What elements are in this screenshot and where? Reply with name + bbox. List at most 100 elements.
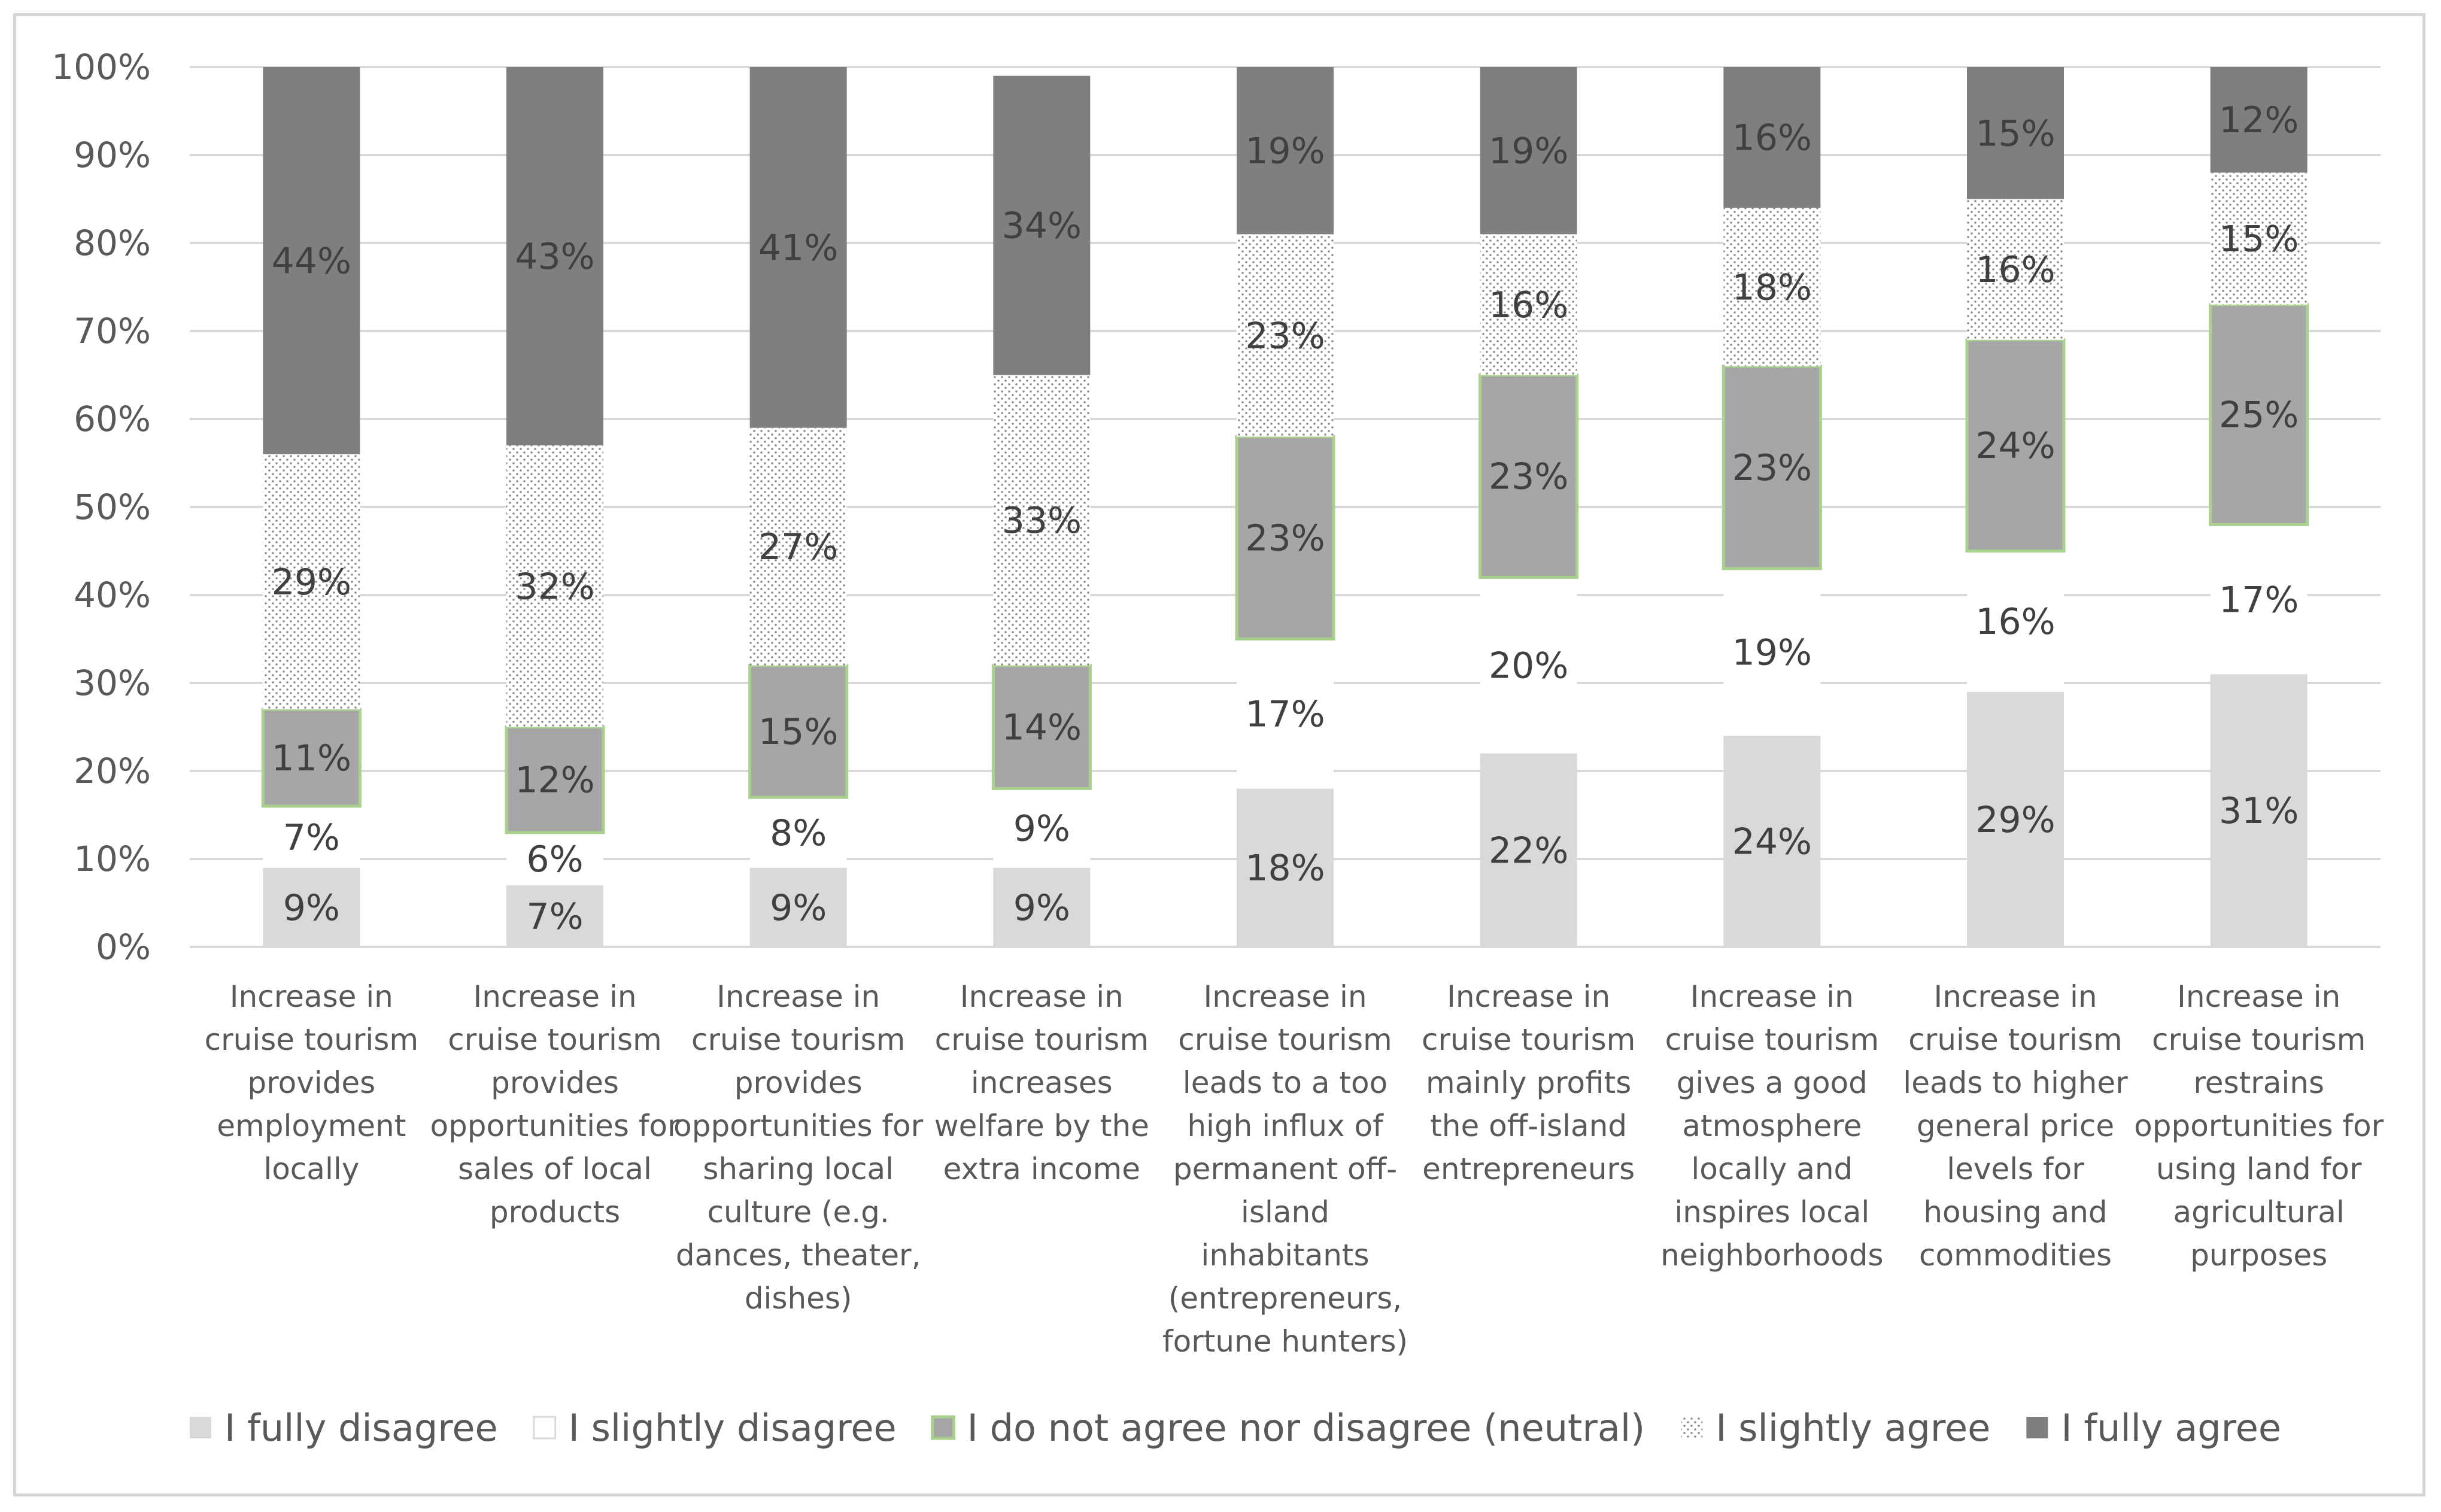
bar-segment xyxy=(749,67,847,428)
legend-item: I fully disagree xyxy=(190,1406,498,1450)
data-label: 16% xyxy=(1732,117,1812,159)
data-label: 29% xyxy=(272,561,351,603)
data-label: 23% xyxy=(1245,315,1325,357)
bar-segment xyxy=(1237,639,1334,789)
y-tick-label: 80% xyxy=(74,223,151,263)
data-label: 19% xyxy=(1732,632,1812,674)
bar-segment xyxy=(991,664,1092,790)
category-labels: Increase in cruise tourism provides employm… xyxy=(205,979,2384,1359)
bar-segment xyxy=(1723,67,1821,208)
category-label: Increase in cruise tourism leads to higher… xyxy=(1903,979,2128,1273)
data-label: 17% xyxy=(1245,693,1325,735)
bar-segment xyxy=(506,445,603,727)
bar-segment xyxy=(1967,691,2064,947)
data-label: 9% xyxy=(283,887,340,929)
bar-segment xyxy=(2210,524,2308,675)
bar-segment xyxy=(506,67,603,446)
data-label: 9% xyxy=(770,887,827,929)
bar-segment xyxy=(506,885,603,947)
bar-segment xyxy=(2209,303,2309,526)
legend-swatch xyxy=(533,1416,557,1440)
bar-segment xyxy=(1723,568,1821,736)
data-label: 16% xyxy=(1975,601,2055,643)
data-label: 18% xyxy=(1245,848,1325,889)
bar-segment xyxy=(1237,788,1334,947)
data-label: 15% xyxy=(1975,113,2055,154)
bar-segment xyxy=(1235,435,1335,641)
bar-segment xyxy=(2210,172,2308,305)
category-label: Increase in cruise tourism restrains opport… xyxy=(2134,979,2384,1273)
data-label: 8% xyxy=(770,812,827,854)
legend-label: I fully disagree xyxy=(224,1406,498,1450)
data-label: 24% xyxy=(1732,821,1812,863)
bar-segment xyxy=(1967,199,2064,340)
data-label: 43% xyxy=(515,236,594,278)
chart-frame: 0% 10% 20% 30% 40% 50% 60% 70% 80% 90% 100% 9% 7% 11… xyxy=(13,13,2425,1496)
legend-swatch xyxy=(1681,1417,1703,1438)
data-label: 7% xyxy=(526,896,583,938)
data-label: 19% xyxy=(1489,130,1568,172)
category-label: Increase in cruise tourism provides opportu… xyxy=(430,979,679,1229)
legend-label: I do not agree nor disagree (neutral) xyxy=(967,1406,1645,1450)
y-tick-label: 30% xyxy=(74,663,151,703)
legend-swatch xyxy=(190,1417,211,1438)
y-tick-label: 60% xyxy=(74,399,151,439)
legend: I fully disagree I slightly disagree I do … xyxy=(190,1406,2281,1450)
data-label: 41% xyxy=(758,227,838,269)
bar-segment xyxy=(749,797,847,868)
bar-segment xyxy=(1723,208,1821,366)
bar-segment xyxy=(263,806,360,868)
bar-segment xyxy=(2210,67,2308,173)
data-label: 16% xyxy=(1975,249,2055,291)
bar-segment xyxy=(1480,67,1577,235)
data-label: 15% xyxy=(758,711,838,753)
legend-item: I slightly disagree xyxy=(533,1406,897,1450)
data-label: 23% xyxy=(1489,456,1568,498)
data-label: 22% xyxy=(1489,830,1568,872)
data-label: 16% xyxy=(1489,284,1568,326)
bar-segment xyxy=(1237,234,1334,437)
y-tick-label: 40% xyxy=(74,575,151,615)
bar-segment xyxy=(1480,577,1577,754)
bar-segment xyxy=(261,708,362,808)
bar-segment xyxy=(1478,374,1579,579)
bar-segment xyxy=(1965,338,2066,552)
bar-segment xyxy=(263,867,360,947)
bar-segment xyxy=(1722,365,1822,570)
legend-item: I fully agree xyxy=(2026,1406,2281,1450)
legend-swatch xyxy=(931,1415,956,1440)
data-label: 27% xyxy=(758,526,838,568)
bar-segment xyxy=(506,832,603,886)
bar-segment xyxy=(1480,753,1577,947)
data-label: 29% xyxy=(1975,799,2055,841)
category-label: Increase in cruise tourism provides employm… xyxy=(205,979,418,1186)
data-label: 33% xyxy=(1002,500,1082,542)
data-label: 14% xyxy=(1002,707,1082,749)
legend-swatch xyxy=(2026,1417,2048,1438)
legend-item: I slightly agree xyxy=(1681,1406,1990,1450)
category-label: Increase in cruise tourism increases welfar… xyxy=(934,979,1149,1186)
data-label: 9% xyxy=(1013,808,1070,850)
y-tick-label: 10% xyxy=(74,839,151,879)
bar-segment xyxy=(749,427,847,666)
data-label: 7% xyxy=(283,816,340,858)
bar-segment xyxy=(1480,234,1577,375)
data-label: 24% xyxy=(1975,425,2055,467)
data-label: 11% xyxy=(272,737,351,779)
bar-segment xyxy=(1967,67,2064,199)
y-tick-label: 20% xyxy=(74,751,151,791)
data-label: 12% xyxy=(515,760,594,801)
bar-segment xyxy=(993,867,1091,947)
bar-segment xyxy=(2210,674,2308,947)
y-tick-label: 50% xyxy=(74,487,151,527)
y-tick-label: 100% xyxy=(51,47,151,87)
data-label: 6% xyxy=(526,839,583,881)
legend-label: I fully agree xyxy=(2061,1406,2281,1450)
bar-segment xyxy=(749,867,847,947)
data-labels: 9% 7% 11% 29% 44% 7% 6% 12% 32% 43% 9% 8% 15% 27% 41% 9… xyxy=(272,99,2299,937)
data-label: 34% xyxy=(1002,205,1082,247)
bars xyxy=(261,67,2309,947)
y-tick-label: 90% xyxy=(74,135,151,175)
bar-segment xyxy=(505,725,605,834)
data-label: 9% xyxy=(1013,887,1070,929)
